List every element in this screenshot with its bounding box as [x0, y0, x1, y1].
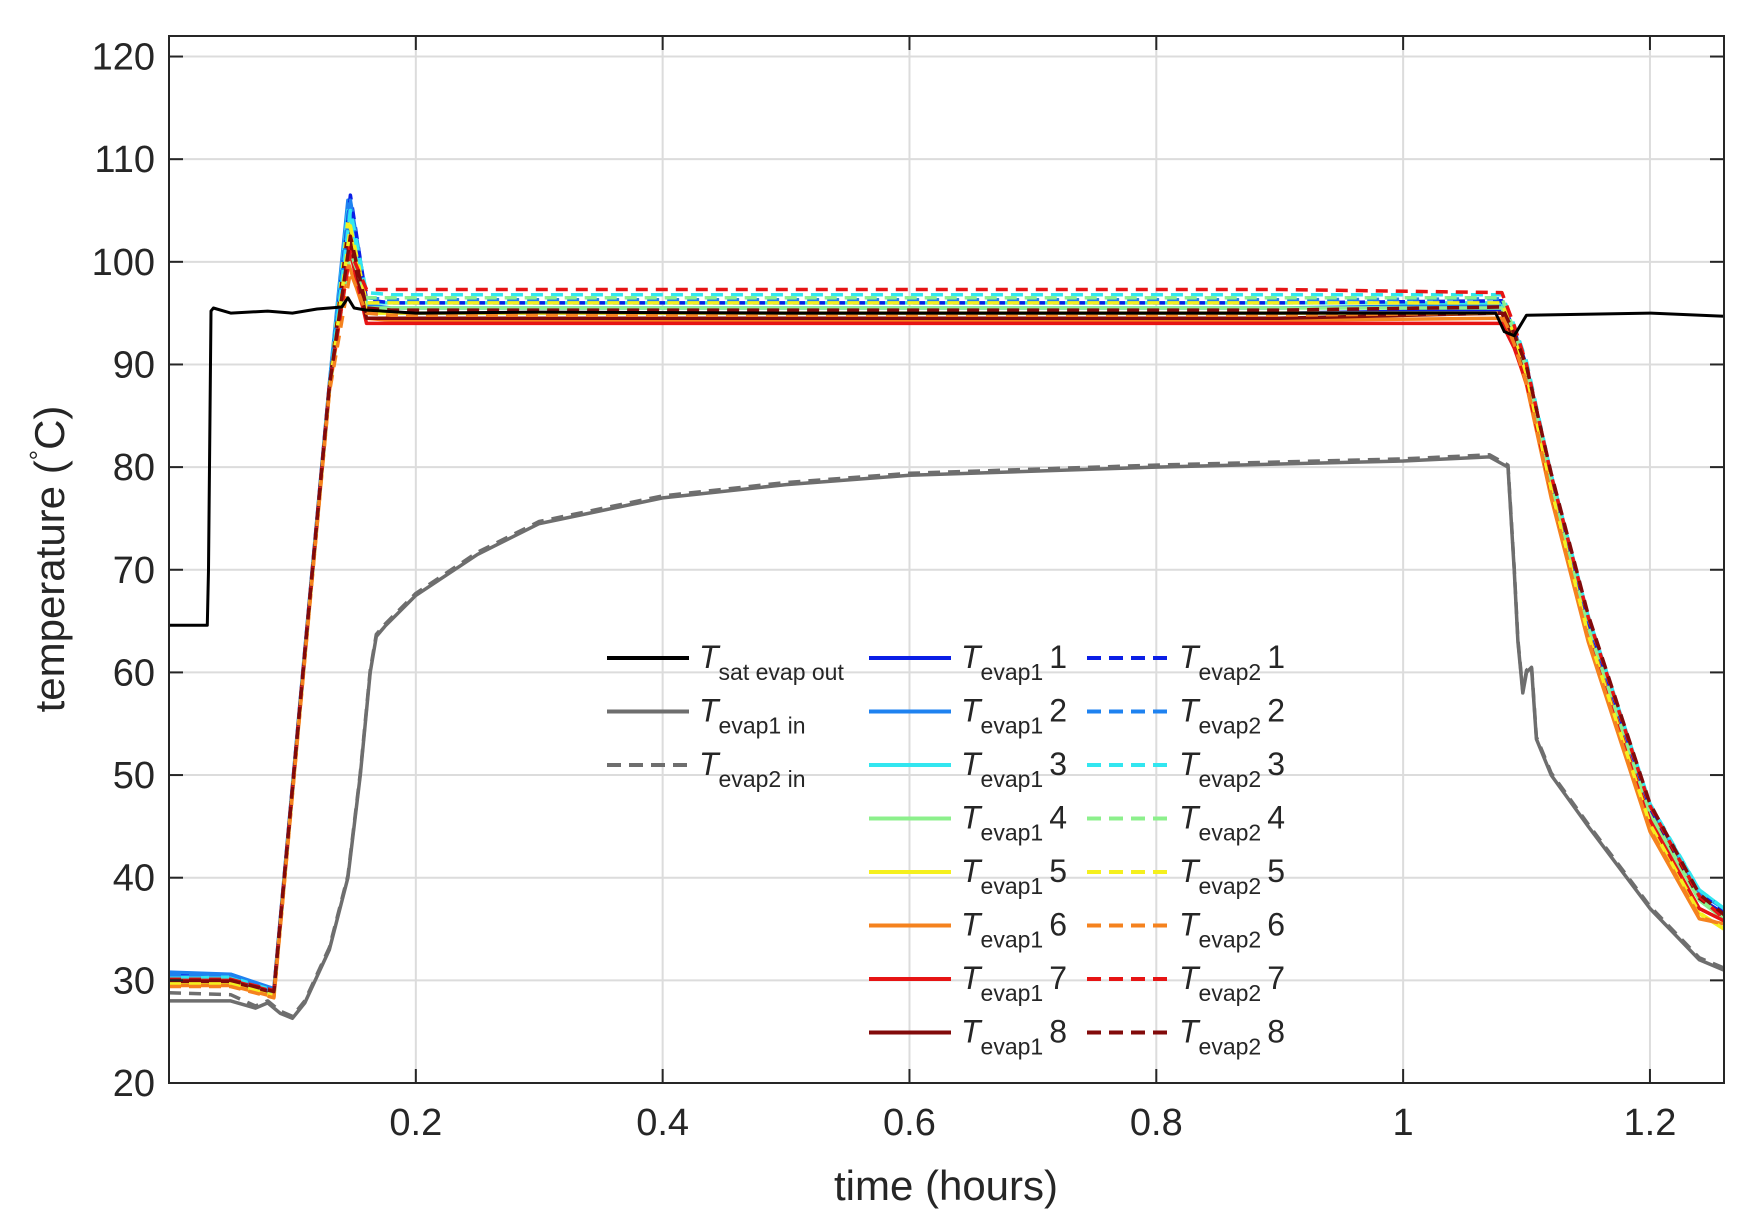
- y-tick-label: 20: [113, 1063, 155, 1105]
- y-tick-label: 80: [113, 447, 155, 489]
- y-tick-label: 100: [92, 242, 155, 284]
- legend-label: Tevap1 in: [699, 693, 806, 739]
- y-tick-label: 90: [113, 344, 155, 386]
- y-tick-label: 50: [113, 755, 155, 797]
- y-tick-label: 110: [94, 139, 155, 181]
- x-tick-label: 0.6: [883, 1102, 936, 1144]
- legend-label: Tevap1 4: [961, 800, 1067, 846]
- x-tick-label: 0.8: [1130, 1102, 1183, 1144]
- x-axis-label: time (hours): [834, 1162, 1058, 1209]
- y-axis-unit: C): [26, 406, 73, 450]
- legend-label: Tsat evap out: [699, 639, 844, 685]
- legend-label: Tevap1 1: [961, 639, 1067, 685]
- y-tick-label: 30: [113, 960, 155, 1002]
- legend-label: Tevap1 8: [961, 1014, 1067, 1060]
- legend-label: Tevap2 3: [1179, 746, 1285, 792]
- legend-label: Tevap1 7: [961, 960, 1067, 1006]
- legend-label: Tevap1 6: [961, 907, 1067, 953]
- series-line: [169, 234, 1724, 994]
- y-axis-degree: °: [24, 450, 54, 460]
- y-axis-label: temperature (°C): [24, 406, 73, 713]
- x-tick-label: 0.4: [636, 1102, 689, 1144]
- y-tick-label: 70: [113, 550, 155, 592]
- legend-label: Tevap2 2: [1179, 693, 1285, 739]
- series-line: [169, 455, 1724, 1021]
- y-tick-label: 60: [113, 652, 155, 694]
- x-tick-label: 1.2: [1624, 1102, 1677, 1144]
- series-lines: [169, 193, 1724, 1021]
- legend-label: Tevap1 5: [961, 853, 1067, 899]
- grid: [169, 36, 1724, 1084]
- y-tick-label: 120: [92, 37, 155, 79]
- legend-label: Tevap2 5: [1179, 853, 1285, 899]
- legend-label: Tevap2 in: [699, 746, 806, 792]
- legend-label: Tevap2 1: [1179, 639, 1285, 685]
- legend-label: Tevap2 6: [1179, 907, 1285, 953]
- x-tick-label: 1: [1393, 1102, 1414, 1144]
- legend-label: Tevap1 2: [961, 693, 1067, 739]
- y-tick-label: 40: [113, 858, 155, 900]
- legend-label: Tevap2 8: [1179, 1014, 1285, 1060]
- legend-label: Tevap2 4: [1179, 800, 1285, 846]
- legend-label: Tevap2 7: [1179, 960, 1285, 1006]
- legend: Tsat evap out Tevap1 in Tevap2 in Tevap1 1 Te…: [607, 639, 1285, 1060]
- plot-frame: [168, 35, 1725, 1084]
- legend-label: Tevap1 3: [961, 746, 1067, 792]
- x-tick-label: 0.2: [389, 1102, 442, 1144]
- series-line: [169, 296, 1724, 627]
- axis-ticks: 0.2 0.4 0.6 0.8 1 1.2 20 30 40 50 60 70 80 90 100 110 12…: [92, 36, 1724, 1144]
